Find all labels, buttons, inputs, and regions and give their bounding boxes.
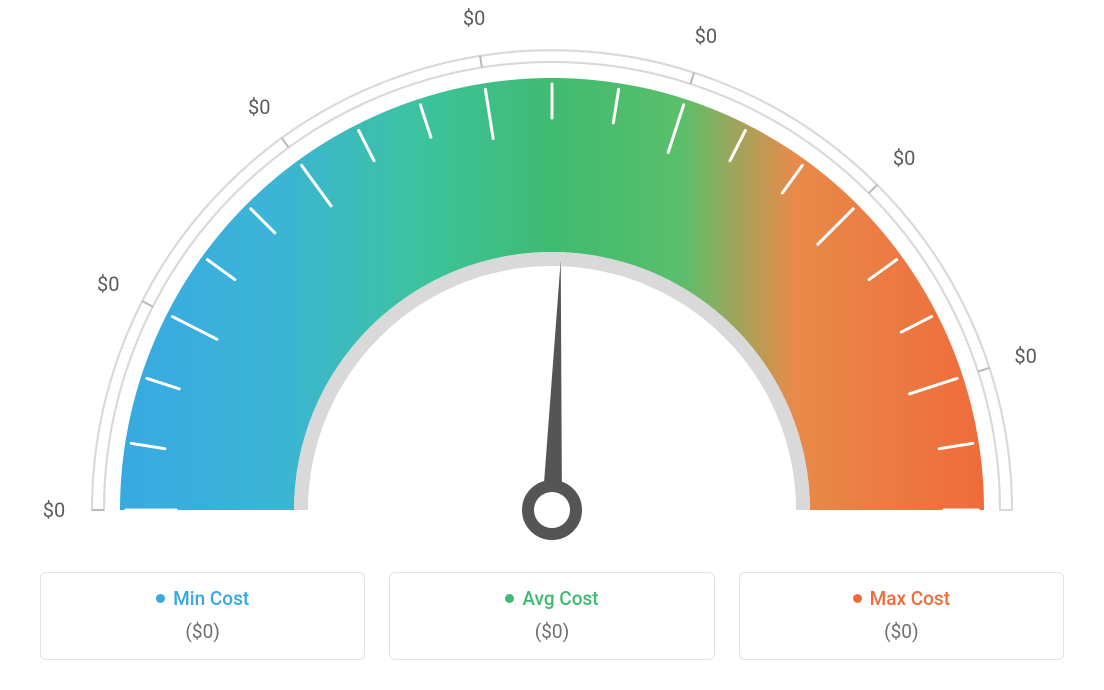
gauge-chart: $0 $0 $0 $0 $0 $0 $0: [0, 0, 1104, 560]
legend-label-avg: Avg Cost: [522, 587, 598, 610]
legend-dot-max: [853, 594, 862, 603]
legend-row: Min Cost ($0) Avg Cost ($0) Max Cost ($0…: [0, 560, 1104, 660]
legend-value-min: ($0): [41, 620, 364, 643]
gauge-tick-label: $0: [463, 6, 485, 30]
legend-dot-avg: [505, 594, 514, 603]
legend-card-min: Min Cost ($0): [40, 572, 365, 660]
legend-label-min: Min Cost: [173, 587, 249, 610]
gauge-tick-label: $0: [97, 272, 119, 296]
legend-value-avg: ($0): [390, 620, 713, 643]
legend-value-max: ($0): [740, 620, 1063, 643]
legend-label-max: Max Cost: [870, 587, 950, 610]
gauge-svg: [0, 0, 1104, 560]
legend-card-avg: Avg Cost ($0): [389, 572, 714, 660]
legend-dot-min: [156, 594, 165, 603]
legend-card-max: Max Cost ($0): [739, 572, 1064, 660]
legend-title-avg: Avg Cost: [505, 587, 598, 610]
gauge-tick-label: $0: [695, 24, 717, 48]
gauge-tick-label: $0: [893, 146, 915, 170]
gauge-tick-label: $0: [1014, 344, 1036, 368]
gauge-tick-label: $0: [248, 95, 270, 119]
gauge-tick-label: $0: [43, 498, 65, 522]
legend-title-min: Min Cost: [156, 587, 249, 610]
legend-title-max: Max Cost: [853, 587, 950, 610]
